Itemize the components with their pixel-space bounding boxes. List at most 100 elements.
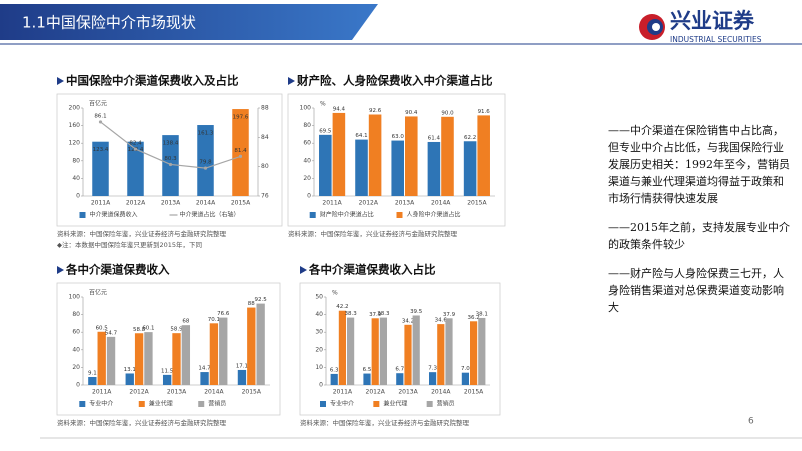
legend-swatch: [198, 401, 205, 407]
bar: [92, 141, 109, 196]
value-label: 36.2: [467, 315, 479, 321]
section-title: 各中介渠道保费收入占比: [308, 263, 436, 277]
source-note: 资料来源：中国保险年鉴，兴业证券经济与金融研究院整理: [57, 229, 227, 238]
value-label: 60.1: [142, 326, 154, 332]
x-tick-label: 2014A: [204, 389, 224, 396]
y-tick-label: 0: [76, 193, 80, 200]
bar: [125, 373, 134, 385]
y-tick-label: 40: [303, 157, 311, 164]
bar: [427, 141, 441, 196]
bar: [437, 324, 445, 385]
value-label: 91.6: [478, 109, 491, 115]
value-label: 90.4: [405, 110, 418, 116]
value-label: 88: [248, 301, 255, 307]
legend-swatch: [79, 212, 86, 218]
x-tick-label: 2012A: [366, 389, 386, 396]
value-label: 34.2: [402, 318, 414, 324]
value-label: 80.3: [164, 156, 177, 162]
bar: [97, 331, 106, 385]
bar: [463, 141, 477, 196]
bar: [256, 303, 265, 385]
chart-panel: [299, 282, 501, 416]
footnote: ◆注：本数据中国保险年鉴只更新到2015年，下同: [57, 240, 202, 249]
bar: [319, 134, 332, 196]
bar: [429, 372, 437, 385]
commentary-paragraph: ——财产险与人身险保费三七开，人身险销售渠道对总保费渠道变动影响大: [608, 267, 784, 314]
legend-swatch: [373, 401, 380, 407]
commentary-paragraph: ——2015年之前，支持发展专业中介的政策条件较少: [608, 221, 790, 251]
unit-label: 百亿元: [89, 289, 107, 297]
y-tick-label: 200: [69, 105, 81, 112]
bar: [332, 112, 346, 196]
section-marker: [300, 266, 307, 274]
header-banner: [0, 4, 378, 40]
value-label: 90.0: [441, 110, 454, 116]
commentary: ——中介渠道在保险销售中占比高，但专业中介占比低，与我国保险行业发展历史相关：1…: [608, 122, 794, 328]
bar: [200, 372, 209, 385]
bar: [232, 109, 249, 196]
x-tick-label: 2012A: [129, 389, 149, 396]
header-title: 1.1中国保险中介市场现状: [22, 14, 196, 32]
x-tick-label: 2015A: [231, 200, 251, 207]
logo-mark: [652, 23, 660, 31]
x-tick-label: 2014A: [431, 389, 451, 396]
bar: [461, 372, 469, 385]
value-label: 81.4: [234, 148, 247, 154]
value-label: 38.3: [377, 311, 390, 317]
logo-subtext: INDUSTRIAL SECURITIES: [670, 35, 762, 44]
y-tick-label: 60: [303, 140, 311, 147]
value-label: 70.1: [208, 317, 220, 323]
section-marker: [57, 266, 64, 274]
y-tick-label: 40: [72, 346, 80, 353]
source-note: 资料来源：中国保险年鉴，兴业证券经济与金融研究院整理: [300, 418, 470, 427]
commentary-paragraph: ——中介渠道在保险销售中占比高，但专业中介占比低，与我国保险行业发展历史相关：1…: [608, 124, 790, 205]
y-tick-label: 60: [72, 329, 80, 336]
x-tick-label: 2013A: [395, 200, 415, 207]
value-label: 7.0: [461, 366, 470, 372]
value-label: 54.7: [105, 330, 118, 336]
bar: [478, 317, 486, 385]
value-label: 7.3: [428, 366, 437, 372]
value-label: 79.8: [199, 160, 212, 166]
y-tick-label: 80: [72, 157, 80, 164]
x-tick-label: 2014A: [431, 200, 451, 207]
value-label: 61.4: [428, 135, 441, 141]
bar: [134, 333, 144, 385]
value-label: 63.0: [392, 134, 405, 140]
value-label: 13.1: [124, 367, 136, 373]
bar: [396, 373, 404, 385]
x-tick-label: 2011A: [92, 389, 112, 396]
y-tick-label: 80: [72, 311, 80, 318]
logo-text: 兴业证券: [670, 9, 755, 33]
legend-swatch: [320, 401, 326, 407]
x-tick-label: 2013A: [161, 200, 181, 207]
legend-label: 专业中介: [89, 400, 113, 408]
y-tick-label: 10: [315, 364, 323, 371]
value-label: 92.6: [369, 108, 382, 114]
legend-swatch: [79, 401, 86, 407]
value-label: 38.1: [476, 311, 488, 317]
section-title: 财产险、人身险保费收入中介渠道占比: [296, 74, 493, 88]
y-tick-label: 40: [315, 311, 323, 318]
page-number: 6: [748, 417, 754, 427]
legend-label: 营销员: [437, 400, 455, 408]
y-tick-label: 0: [319, 382, 323, 389]
value-label: 6.3: [330, 367, 339, 373]
bar: [405, 116, 418, 196]
bar: [368, 114, 382, 196]
bar: [127, 141, 144, 196]
line-point: [203, 166, 208, 170]
value-label: 9.1: [88, 370, 97, 376]
bar: [88, 376, 97, 385]
bar: [412, 315, 420, 385]
bar: [391, 140, 404, 196]
legend-label: 营销员: [208, 400, 226, 408]
bar: [338, 310, 346, 385]
value-label: 60.5: [96, 325, 109, 331]
value-label: 58.8: [133, 327, 146, 333]
x-tick-label: 2015A: [242, 389, 262, 396]
value-label: 6.5: [363, 367, 372, 373]
unit-label: %: [332, 290, 338, 297]
value-label: 94.4: [333, 106, 346, 112]
line-point: [98, 120, 103, 124]
